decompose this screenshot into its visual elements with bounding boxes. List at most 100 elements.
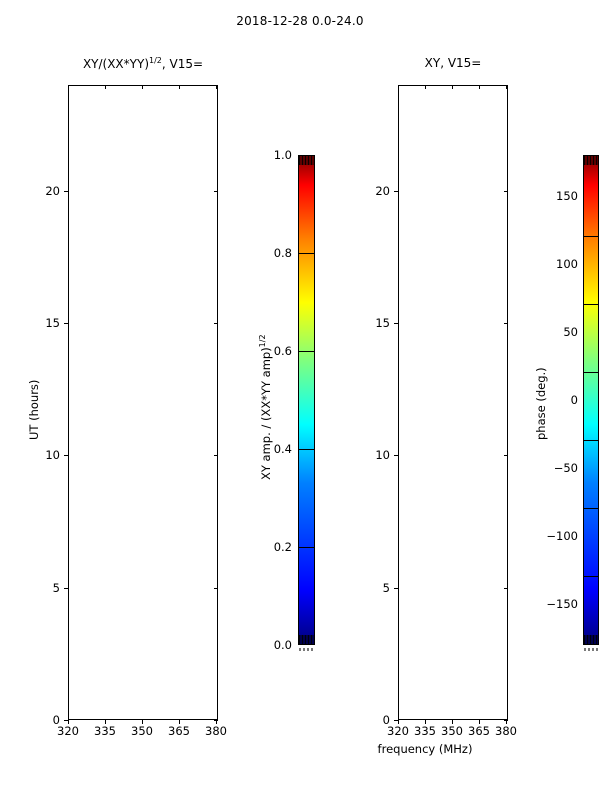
right-ytick-3 (394, 323, 398, 324)
left-colorbar-extend-foot (299, 648, 314, 651)
right-ytick-1 (394, 588, 398, 589)
left-xticklabel-3: 365 (168, 724, 190, 738)
right-colorbar-extend-foot (584, 648, 598, 651)
left-colorbar[interactable] (298, 155, 315, 645)
right-yticklabel-1: 5 (382, 581, 390, 595)
left-colorbar-ticklabel-1: 0.2 (273, 540, 292, 554)
left-axes-title-main: XY/(XX*YY) (82, 57, 149, 71)
right-xtick-top-2 (452, 85, 453, 89)
left-colorbar-label-main: XY amp. / (XX*YY amp) (258, 347, 273, 480)
right-ytick-2 (394, 455, 398, 456)
left-ytick-3 (64, 323, 68, 324)
left-colorbar-segline-1 (298, 351, 315, 352)
figure-xlabel: frequency (MHz) (377, 742, 473, 756)
right-colorbar-ticklabel-6: 150 (556, 189, 578, 203)
left-xticklabel-0: 320 (57, 724, 79, 738)
left-ytick-right-1 (214, 588, 218, 589)
right-ytick-right-4 (504, 191, 508, 192)
left-colorbar-label-exponent: 1/2 (258, 334, 267, 348)
left-ytick-1 (64, 588, 68, 589)
right-colorbar-segline-0 (583, 236, 599, 237)
left-ytick-right-2 (214, 455, 218, 456)
left-colorbar-ticklabel-5: 1.0 (273, 148, 292, 162)
left-yticklabel-3: 15 (45, 316, 60, 330)
right-ytick-right-1 (504, 588, 508, 589)
right-xtick-3 (479, 720, 480, 724)
left-colorbar-ticklabel-0: 0.0 (273, 638, 292, 652)
right-xticklabel-1: 335 (414, 724, 436, 738)
left-colorbar-segline-2 (298, 449, 315, 450)
right-xtick-top-1 (425, 85, 426, 89)
left-xtick-top-3 (179, 85, 180, 89)
right-colorbar-segline-2 (583, 372, 599, 373)
left-axes-title: XY/(XX*YY)1/2, V15= (68, 56, 218, 71)
left-axes-ylabel: UT (hours) (27, 379, 41, 440)
right-colorbar-ticklabel-2: −50 (553, 461, 578, 475)
left-colorbar-segline-0 (298, 253, 315, 254)
right-colorbar-ticklabel-3: 0 (570, 393, 578, 407)
left-colorbar-label: XY amp. / (XX*YY amp)1/2 (258, 334, 273, 480)
right-ytick-right-2 (504, 455, 508, 456)
right-xtick-4 (506, 720, 507, 724)
right-colorbar-segline-5 (583, 576, 599, 577)
left-xtick-1 (105, 720, 106, 724)
right-colorbar-ticklabel-4: 50 (563, 325, 578, 339)
right-axes-plot-area[interactable] (398, 85, 508, 720)
left-yticklabel-4: 20 (45, 184, 60, 198)
left-colorbar-ticklabel-4: 0.8 (273, 246, 292, 260)
left-xticklabel-2: 350 (131, 724, 153, 738)
right-colorbar-label: phase (deg.) (534, 367, 548, 440)
right-xticklabel-2: 350 (441, 724, 463, 738)
left-ytick-right-0 (214, 720, 218, 721)
left-xtick-top-2 (142, 85, 143, 89)
left-colorbar-segline-3 (298, 547, 315, 548)
right-xtick-1 (425, 720, 426, 724)
right-xticklabel-4: 380 (495, 724, 517, 738)
left-ytick-right-4 (214, 191, 218, 192)
right-yticklabel-4: 20 (375, 184, 390, 198)
left-ytick-4 (64, 191, 68, 192)
left-xtick-0 (68, 720, 69, 724)
right-ytick-0 (394, 720, 398, 721)
left-axes-plot-area[interactable] (68, 85, 218, 720)
right-yticklabel-2: 10 (375, 448, 390, 462)
left-colorbar-ticklabel-2: 0.4 (273, 442, 292, 456)
right-xticklabel-0: 320 (387, 724, 409, 738)
left-xtick-2 (142, 720, 143, 724)
right-colorbar[interactable] (583, 155, 599, 645)
left-xtick-3 (179, 720, 180, 724)
left-yticklabel-2: 10 (45, 448, 60, 462)
right-colorbar-segline-4 (583, 508, 599, 509)
figure-suptitle: 2018-12-28 0.0-24.0 (236, 14, 364, 28)
left-xticklabel-1: 335 (94, 724, 116, 738)
right-ytick-right-0 (504, 720, 508, 721)
right-colorbar-gradient (583, 155, 599, 645)
right-yticklabel-0: 0 (382, 713, 390, 727)
right-xticklabel-3: 365 (468, 724, 490, 738)
left-ytick-right-3 (214, 323, 218, 324)
left-xtick-top-0 (68, 85, 69, 89)
left-xtick-4 (216, 720, 217, 724)
right-ytick-4 (394, 191, 398, 192)
left-yticklabel-0: 0 (52, 713, 60, 727)
right-colorbar-segline-1 (583, 304, 599, 305)
left-colorbar-under-marker (299, 635, 314, 644)
right-colorbar-ticklabel-5: 100 (556, 257, 578, 271)
right-colorbar-segline-3 (583, 440, 599, 441)
left-xticklabel-4: 380 (205, 724, 227, 738)
left-ytick-2 (64, 455, 68, 456)
left-colorbar-ticklabel-3: 0.6 (273, 344, 292, 358)
right-colorbar-under-marker (584, 635, 598, 644)
right-xtick-top-0 (398, 85, 399, 89)
left-yticklabel-1: 5 (52, 581, 60, 595)
left-xtick-top-1 (105, 85, 106, 89)
right-axes-title: XY, V15= (424, 56, 482, 70)
left-colorbar-over-marker (299, 156, 314, 165)
right-colorbar-over-marker (584, 156, 598, 165)
left-colorbar-gradient (298, 155, 315, 645)
right-colorbar-ticklabel-1: −100 (546, 529, 578, 543)
left-axes-title-exponent: 1/2 (149, 56, 162, 65)
left-axes-title-tail: , V15= (161, 57, 204, 71)
right-xtick-2 (452, 720, 453, 724)
